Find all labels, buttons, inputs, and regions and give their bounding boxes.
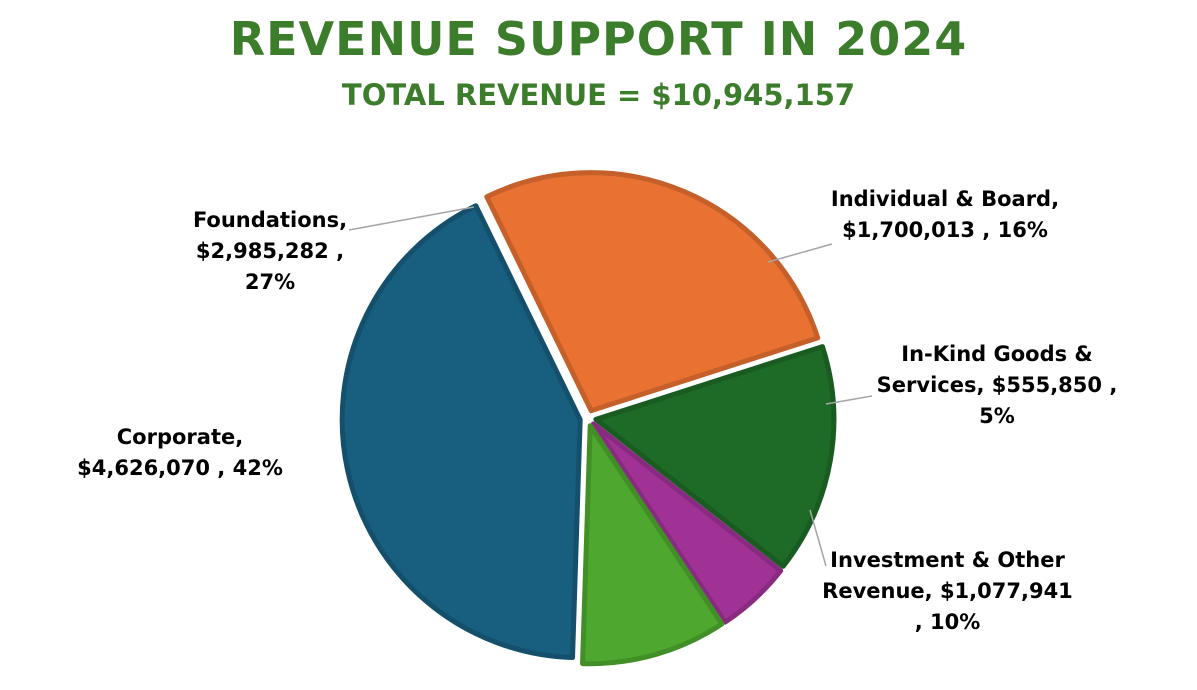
leader-line bbox=[809, 509, 827, 567]
data-label-line: Foundations, bbox=[192, 208, 348, 232]
data-label-line: Services, $555,850 , bbox=[876, 373, 1118, 397]
pie-slice-corporate bbox=[339, 203, 583, 661]
data-label-line: Revenue, $1,077,941 bbox=[822, 579, 1073, 603]
pie-slice-foundations bbox=[484, 170, 821, 414]
data-label-line: In-Kind Goods & bbox=[901, 342, 1093, 366]
data-label-investment-other: Investment & Other Revenue, $1,077,941 ,… bbox=[820, 545, 1075, 638]
leader-line bbox=[825, 395, 873, 405]
pie-slice-in-kind-goods-services bbox=[590, 421, 784, 625]
chart-title: REVENUE SUPPORT IN 2024 bbox=[229, 12, 968, 66]
data-label-in-kind: In-Kind Goods & Services, $555,850 , 5% bbox=[872, 339, 1122, 432]
data-label-line: Individual & Board, bbox=[830, 187, 1060, 211]
pie-slice-investment-other-revenue bbox=[580, 423, 725, 667]
data-label-line: $2,985,282 , 27% bbox=[195, 239, 345, 294]
leader-line bbox=[348, 206, 475, 231]
data-label-foundations: Foundations, $2,985,282 , 27% bbox=[170, 205, 370, 298]
data-label-line: Investment & Other bbox=[830, 548, 1065, 572]
data-label-line: , 10% bbox=[914, 610, 981, 634]
data-label-individual-board: Individual & Board, $1,700,013 , 16% bbox=[830, 184, 1060, 246]
data-label-line: $4,626,070 , 42% bbox=[77, 456, 283, 480]
data-label-line: 5% bbox=[979, 404, 1015, 428]
data-label-line: $1,700,013 , 16% bbox=[842, 218, 1048, 242]
data-label-line: Corporate, bbox=[116, 425, 244, 449]
pie-slice-individual-board bbox=[593, 344, 837, 569]
leader-line bbox=[767, 243, 833, 263]
chart-subtitle: TOTAL REVENUE = $10,945,157 bbox=[341, 78, 856, 112]
data-label-corporate: Corporate, $4,626,070 , 42% bbox=[75, 422, 285, 484]
